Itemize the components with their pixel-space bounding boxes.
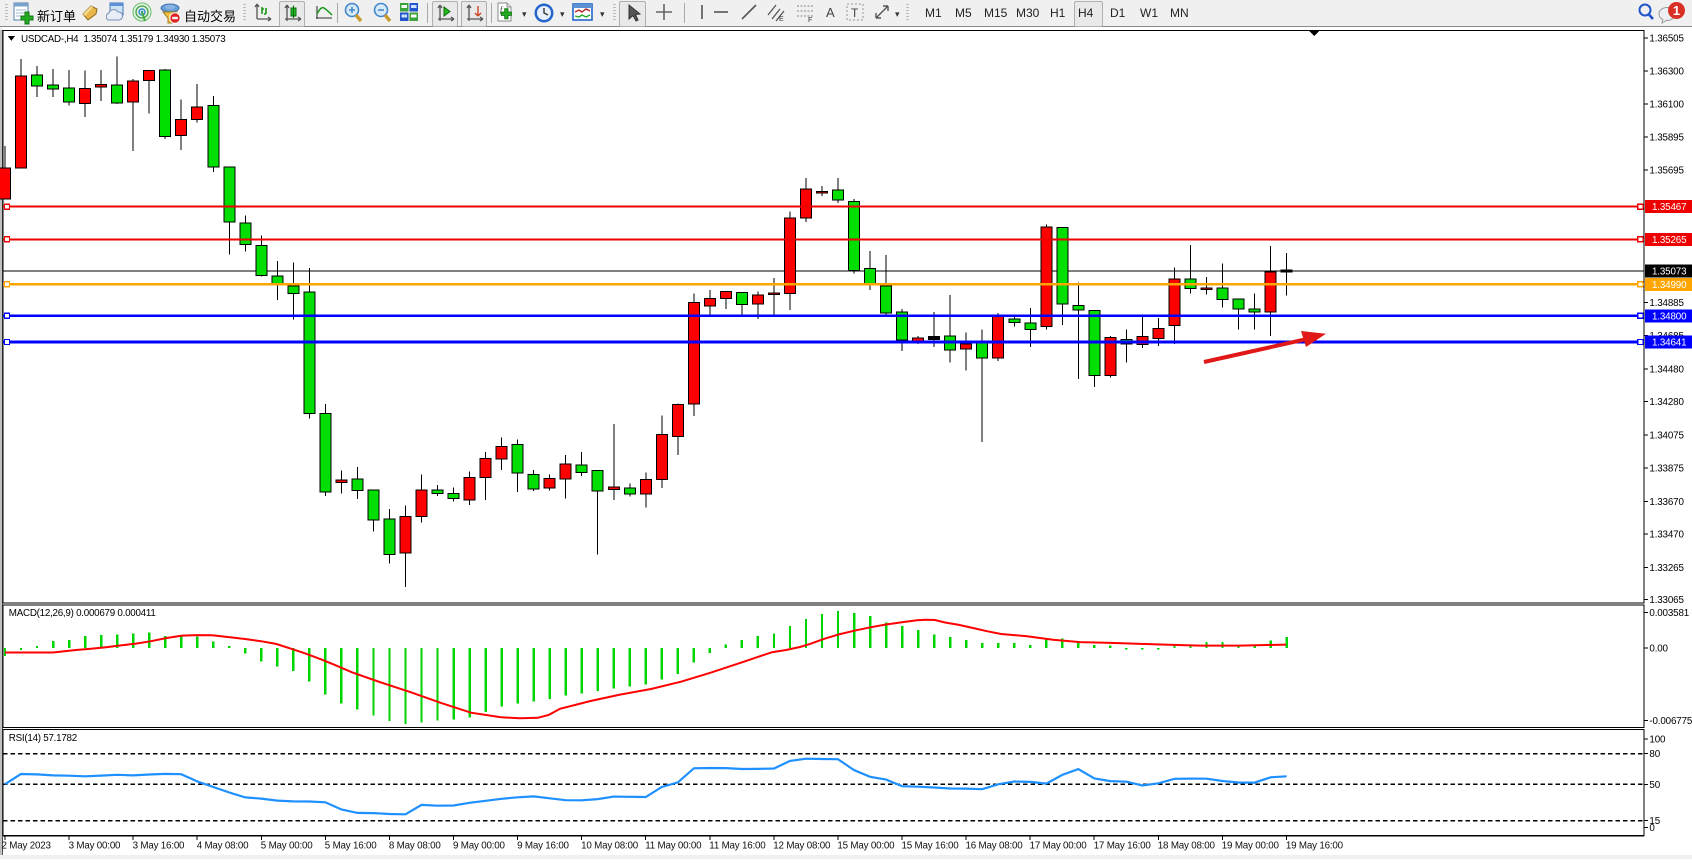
svg-text:1.35467: 1.35467 xyxy=(1652,202,1686,213)
svg-text:3 May 00:00: 3 May 00:00 xyxy=(69,841,121,852)
svg-text:MACD(12,26,9) 0.000679 0.00041: MACD(12,26,9) 0.000679 0.000411 xyxy=(9,608,156,619)
svg-text:8 May 08:00: 8 May 08:00 xyxy=(389,841,441,852)
svg-text:1.36300: 1.36300 xyxy=(1649,67,1684,78)
svg-text:3 May 16:00: 3 May 16:00 xyxy=(133,841,185,852)
svg-text:5 May 00:00: 5 May 00:00 xyxy=(261,841,313,852)
svg-text:1.35895: 1.35895 xyxy=(1649,133,1684,144)
svg-text:1.33265: 1.33265 xyxy=(1649,563,1684,574)
svg-text:1.33470: 1.33470 xyxy=(1649,530,1684,541)
svg-text:1.33065: 1.33065 xyxy=(1649,595,1684,606)
svg-text:11 May 00:00: 11 May 00:00 xyxy=(645,841,702,852)
svg-text:1.34641: 1.34641 xyxy=(1652,338,1686,349)
svg-text:f: f xyxy=(500,5,504,14)
svg-text:100: 100 xyxy=(1649,735,1666,746)
svg-text:16 May 08:00: 16 May 08:00 xyxy=(966,841,1024,852)
svg-text:F: F xyxy=(808,17,812,24)
svg-text:1.35695: 1.35695 xyxy=(1649,166,1684,177)
svg-text:USDCAD-,H4 1.35074 1.35179 1.: USDCAD-,H4 1.35074 1.35179 1.34930 1.350… xyxy=(21,34,226,45)
svg-text:5 May 16:00: 5 May 16:00 xyxy=(325,841,377,852)
svg-text:1.34480: 1.34480 xyxy=(1649,364,1684,375)
svg-text:4 May 08:00: 4 May 08:00 xyxy=(197,841,249,852)
svg-text:80: 80 xyxy=(1649,749,1660,760)
svg-text:15: 15 xyxy=(1649,816,1660,827)
svg-text:1.33670: 1.33670 xyxy=(1649,497,1684,508)
svg-text:17 May 00:00: 17 May 00:00 xyxy=(1030,841,1088,852)
svg-text:50: 50 xyxy=(1649,780,1660,791)
svg-text:1.34280: 1.34280 xyxy=(1649,397,1684,408)
svg-text:RSI(14) 57.1782: RSI(14) 57.1782 xyxy=(9,733,77,744)
svg-text:9 May 00:00: 9 May 00:00 xyxy=(453,841,505,852)
svg-text:19 May 16:00: 19 May 16:00 xyxy=(1286,841,1344,852)
svg-text:1.34885: 1.34885 xyxy=(1649,298,1684,309)
svg-text:1.34075: 1.34075 xyxy=(1649,431,1684,442)
svg-text:17 May 16:00: 17 May 16:00 xyxy=(1094,841,1152,852)
svg-text:18 May 08:00: 18 May 08:00 xyxy=(1158,841,1216,852)
svg-text:9 May 16:00: 9 May 16:00 xyxy=(517,841,569,852)
svg-text:1.34990: 1.34990 xyxy=(1652,280,1687,291)
svg-text:1.35265: 1.35265 xyxy=(1652,235,1687,246)
svg-text:T: T xyxy=(851,6,859,20)
svg-text:19 May 00:00: 19 May 00:00 xyxy=(1222,841,1280,852)
svg-text:0.00: 0.00 xyxy=(1649,644,1668,655)
svg-text:15 May 00:00: 15 May 00:00 xyxy=(837,841,895,852)
svg-text:15 May 16:00: 15 May 16:00 xyxy=(902,841,960,852)
svg-text:-0.006775: -0.006775 xyxy=(1649,716,1692,727)
svg-text:10 May 08:00: 10 May 08:00 xyxy=(581,841,639,852)
svg-text:1.33875: 1.33875 xyxy=(1649,463,1684,474)
svg-text:0: 0 xyxy=(1649,823,1655,834)
svg-text:0.003581: 0.003581 xyxy=(1649,608,1689,619)
svg-text:12 May 08:00: 12 May 08:00 xyxy=(773,841,831,852)
svg-text:11 May 16:00: 11 May 16:00 xyxy=(709,841,766,852)
svg-text:1.35073: 1.35073 xyxy=(1652,266,1687,277)
svg-text:1.36100: 1.36100 xyxy=(1649,100,1684,111)
svg-text:1.36505: 1.36505 xyxy=(1649,34,1684,45)
svg-text:2 May 2023: 2 May 2023 xyxy=(2,841,52,852)
svg-text:E: E xyxy=(779,16,784,23)
svg-text:1.34800: 1.34800 xyxy=(1652,311,1687,322)
